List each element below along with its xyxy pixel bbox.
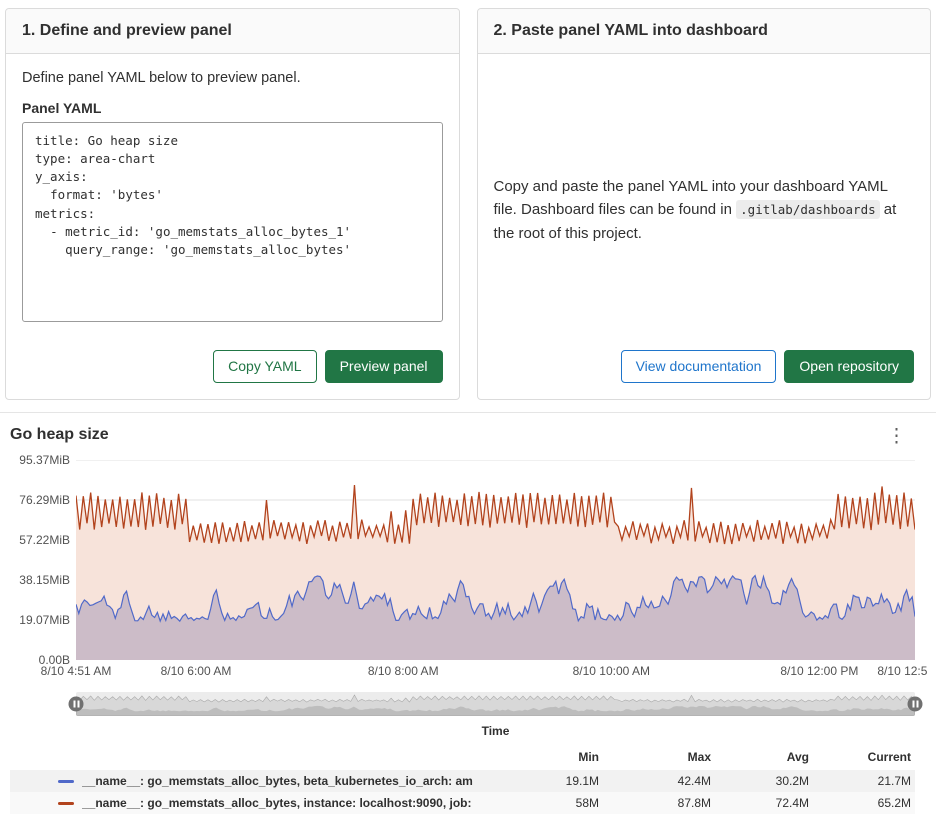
series-stat-max: 87.8M bbox=[677, 796, 711, 810]
scrubber-right-handle[interactable] bbox=[907, 696, 923, 712]
series-stat-max: 42.4M bbox=[677, 774, 711, 788]
paste-card-text-wrap: Copy and paste the panel YAML into your … bbox=[494, 70, 915, 350]
series-stat-current: 21.7M bbox=[877, 774, 911, 788]
x-axis-label: 8/10 12:00 PM bbox=[780, 664, 859, 678]
legend-table: Min Max Avg Current __name__: go_memstats_a… bbox=[10, 746, 915, 814]
panel-title: Go heap size bbox=[10, 426, 109, 443]
series-stat-min: 19.1M bbox=[565, 774, 599, 788]
chart-y-axis: 95.37MiB 76.29MiB 57.22MiB 38.15MiB 19.07MiB… bbox=[10, 453, 76, 667]
scrubber-left-handle[interactable] bbox=[68, 696, 84, 712]
legend-row[interactable]: __name__: go_memstats_alloc_bytes, insta… bbox=[10, 792, 915, 814]
paste-card-description: Copy and paste the panel YAML into your … bbox=[494, 175, 915, 245]
panel-yaml-input[interactable]: title: Go heap size type: area-chart y_a… bbox=[22, 122, 443, 322]
define-card-body: Define panel YAML below to preview panel… bbox=[6, 54, 459, 399]
y-axis-label: 19.07MiB bbox=[19, 613, 70, 627]
top-cards-row: 1. Define and preview panel Define panel… bbox=[0, 0, 936, 400]
series-swatch-icon bbox=[58, 801, 74, 805]
y-axis-label: 0.00B bbox=[38, 653, 70, 667]
x-axis-label: 8/10 8:00 AM bbox=[367, 664, 439, 678]
y-axis-label: 57.22MiB bbox=[19, 533, 70, 547]
view-documentation-button[interactable]: View documentation bbox=[620, 350, 777, 383]
x-axis-label: 8/10 6:00 AM bbox=[160, 664, 232, 678]
chart-area: 95.37MiB 76.29MiB 57.22MiB 38.15MiB 19.07MiB… bbox=[10, 453, 915, 667]
y-axis-label: 76.29MiB bbox=[19, 493, 70, 507]
x-axis-label: 8/10 12:5 bbox=[877, 664, 928, 678]
legend-header-row: Min Max Avg Current bbox=[10, 746, 915, 770]
series-stat-avg: 30.2M bbox=[775, 774, 809, 788]
series-stat-current: 65.2M bbox=[877, 796, 911, 810]
preview-panel-button[interactable]: Preview panel bbox=[324, 350, 443, 383]
paste-text-before: Copy and paste the panel YAML into your … bbox=[493, 178, 888, 219]
paste-card-body: Copy and paste the panel YAML into your … bbox=[478, 54, 931, 399]
series-stat-avg: 72.4M bbox=[775, 796, 809, 810]
metrics-panel: Go heap size ⋮ 95.37MiB 76.29MiB 57.22MiB 3… bbox=[0, 413, 936, 814]
legend-column-header: Avg bbox=[786, 750, 809, 764]
x-axis-label: 8/10 10:00 AM bbox=[572, 664, 650, 678]
x-axis-label: 8/10 4:51 AM bbox=[40, 664, 112, 678]
time-axis-title: Time bbox=[481, 724, 510, 738]
paste-text-after: at the root of this project. bbox=[493, 201, 897, 242]
kebab-menu-icon[interactable]: ⋮ bbox=[883, 423, 910, 450]
define-card-actions: Copy YAML Preview panel bbox=[22, 350, 443, 383]
paste-card-actions: View documentation Open repository bbox=[494, 350, 914, 383]
series-swatch-icon bbox=[58, 779, 74, 783]
panel-yaml-label: Panel YAML bbox=[22, 100, 102, 116]
pause-icon bbox=[73, 700, 79, 708]
chart-plot[interactable] bbox=[76, 460, 915, 660]
series-label: __name__: go_memstats_alloc_bytes, beta_… bbox=[82, 774, 473, 788]
open-repository-button[interactable]: Open repository bbox=[784, 350, 914, 383]
paste-yaml-card: 2. Paste panel YAML into dashboard Copy … bbox=[476, 8, 931, 400]
pause-icon bbox=[912, 700, 918, 708]
chart-x-axis: 8/10 4:51 AM 8/10 6:00 AM 8/10 8:00 AM 8/10… bbox=[41, 664, 928, 684]
series-label: __name__: go_memstats_alloc_bytes, insta… bbox=[82, 796, 472, 810]
panel-top-divider bbox=[0, 412, 936, 413]
time-range-scrubber[interactable] bbox=[68, 692, 923, 716]
define-card-description: Define panel YAML below to preview panel… bbox=[22, 70, 301, 86]
copy-yaml-button[interactable]: Copy YAML bbox=[213, 350, 317, 383]
minimap-chart-svg[interactable] bbox=[76, 692, 915, 716]
define-card-title: 1. Define and preview panel bbox=[6, 9, 459, 54]
area-chart-svg[interactable] bbox=[76, 460, 915, 660]
paste-card-title: 2. Paste panel YAML into dashboard bbox=[477, 9, 930, 54]
define-panel-card: 1. Define and preview panel Define panel… bbox=[5, 8, 460, 400]
legend-table-wrap: Min Max Avg Current __name__: go_memstats_a… bbox=[10, 746, 915, 814]
legend-row[interactable]: __name__: go_memstats_alloc_bytes, beta_… bbox=[10, 770, 915, 792]
dashboards-path-code: .gitlab/dashboards bbox=[736, 200, 880, 220]
y-axis-label: 38.15MiB bbox=[19, 572, 70, 587]
legend-column-header: Min bbox=[578, 750, 599, 764]
legend-column-header: Current bbox=[867, 750, 911, 764]
series-stat-min: 58M bbox=[575, 796, 599, 810]
legend-column-header: Max bbox=[687, 750, 711, 764]
y-axis-label: 95.37MiB bbox=[19, 453, 70, 467]
